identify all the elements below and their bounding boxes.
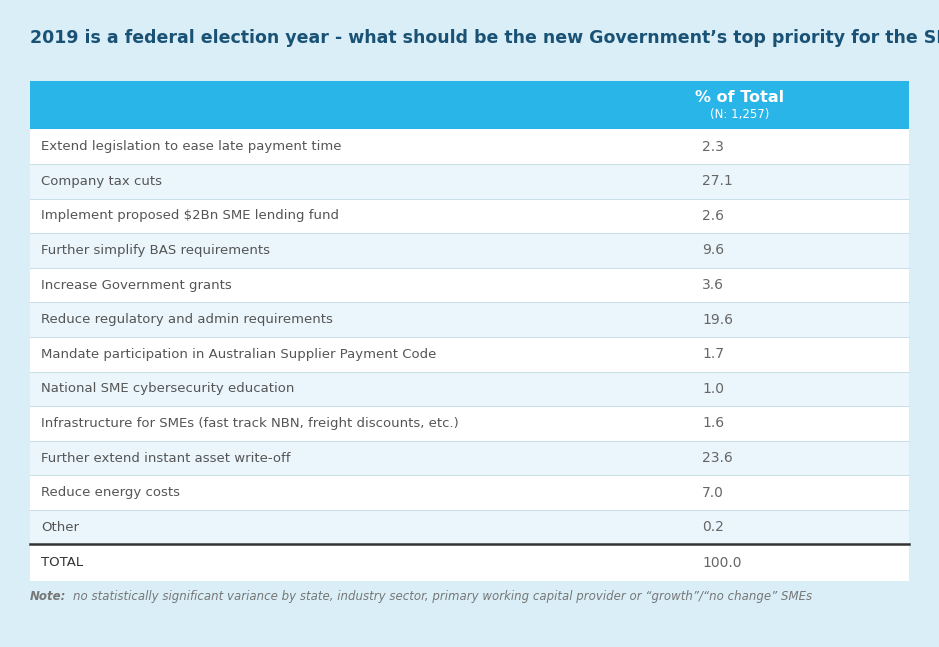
Text: 2.6: 2.6	[702, 209, 724, 223]
Text: Further simplify BAS requirements: Further simplify BAS requirements	[41, 244, 270, 257]
Bar	[30, 233, 909, 268]
Text: Mandate participation in Australian Supplier Payment Code: Mandate participation in Australian Supp…	[41, 347, 437, 361]
Text: Implement proposed $2Bn SME lending fund: Implement proposed $2Bn SME lending fund	[41, 210, 339, 223]
Text: 1.6: 1.6	[702, 417, 724, 430]
Bar	[30, 268, 909, 302]
Text: 1.7: 1.7	[702, 347, 724, 361]
Text: Increase Government grants: Increase Government grants	[41, 279, 232, 292]
Text: 9.6: 9.6	[702, 243, 724, 258]
Text: 1.0: 1.0	[702, 382, 724, 396]
Bar	[30, 164, 909, 199]
Text: Reduce regulatory and admin requirements: Reduce regulatory and admin requirements	[41, 313, 333, 326]
Text: Other: Other	[41, 521, 79, 534]
Text: 19.6: 19.6	[702, 313, 733, 327]
Text: 2.3: 2.3	[702, 140, 724, 154]
Text: 23.6: 23.6	[702, 451, 733, 465]
Text: 0.2: 0.2	[702, 520, 724, 534]
Text: 2019 is a federal election year - what should be the new Government’s top priori: 2019 is a federal election year - what s…	[30, 29, 939, 47]
Bar	[30, 545, 909, 581]
Text: 7.0: 7.0	[702, 486, 724, 499]
Text: Infrastructure for SMEs (fast track NBN, freight discounts, etc.): Infrastructure for SMEs (fast track NBN,…	[41, 417, 459, 430]
Bar	[30, 371, 909, 406]
Text: 100.0: 100.0	[702, 556, 742, 569]
Bar	[30, 406, 909, 441]
Bar	[30, 81, 909, 129]
Text: 3.6: 3.6	[702, 278, 724, 292]
Bar	[30, 129, 909, 164]
Text: Note:: Note:	[30, 590, 67, 603]
Text: TOTAL: TOTAL	[41, 556, 84, 569]
Text: Extend legislation to ease late payment time: Extend legislation to ease late payment …	[41, 140, 342, 153]
Text: Reduce energy costs: Reduce energy costs	[41, 486, 180, 499]
Text: Further extend instant asset write-off: Further extend instant asset write-off	[41, 452, 291, 465]
Bar	[30, 302, 909, 337]
Text: Company tax cuts: Company tax cuts	[41, 175, 162, 188]
Text: % of Total: % of Total	[695, 90, 784, 105]
Text: (N: 1,257): (N: 1,257)	[710, 108, 769, 122]
Text: no statistically significant variance by state, industry sector, primary working: no statistically significant variance by…	[73, 590, 812, 603]
Text: National SME cybersecurity education: National SME cybersecurity education	[41, 382, 295, 395]
Text: 27.1: 27.1	[702, 174, 733, 188]
Bar	[30, 199, 909, 233]
Bar	[30, 337, 909, 371]
Bar	[30, 510, 909, 545]
Bar	[30, 441, 909, 476]
Bar	[30, 476, 909, 510]
